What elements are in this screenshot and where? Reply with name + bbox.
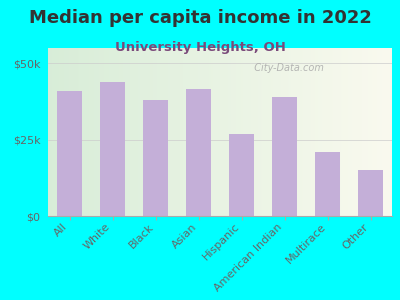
Bar bbox=[272, 97, 297, 216]
Text: Median per capita income in 2022: Median per capita income in 2022 bbox=[28, 9, 372, 27]
Bar bbox=[186, 89, 212, 216]
Bar bbox=[315, 152, 340, 216]
Bar bbox=[57, 91, 82, 216]
Bar bbox=[142, 100, 168, 216]
Bar bbox=[229, 134, 254, 216]
Bar bbox=[100, 82, 126, 216]
Bar bbox=[358, 170, 383, 216]
Text: University Heights, OH: University Heights, OH bbox=[114, 40, 286, 53]
Text: City-Data.com: City-Data.com bbox=[248, 63, 323, 73]
